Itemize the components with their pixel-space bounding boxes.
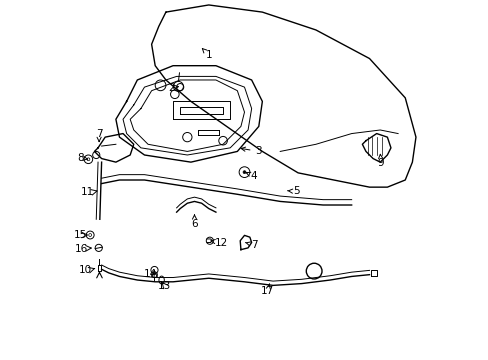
- Text: 15: 15: [74, 230, 87, 240]
- Text: 9: 9: [377, 154, 384, 168]
- Text: 7: 7: [96, 129, 102, 141]
- Text: 6: 6: [191, 215, 198, 229]
- Circle shape: [243, 171, 245, 174]
- Text: 17: 17: [261, 284, 274, 296]
- Text: 5: 5: [287, 186, 299, 197]
- Text: 12: 12: [210, 238, 227, 248]
- Text: 2: 2: [167, 83, 178, 93]
- Text: 3: 3: [241, 147, 262, 157]
- Text: 11: 11: [81, 187, 94, 197]
- Text: 7: 7: [245, 240, 257, 250]
- Text: 16: 16: [75, 244, 88, 253]
- Text: 8: 8: [78, 153, 87, 163]
- Text: 13: 13: [157, 281, 170, 291]
- Text: 14: 14: [143, 269, 157, 279]
- Text: 4: 4: [245, 171, 256, 181]
- Text: 10: 10: [79, 265, 92, 275]
- Text: 1: 1: [202, 49, 212, 60]
